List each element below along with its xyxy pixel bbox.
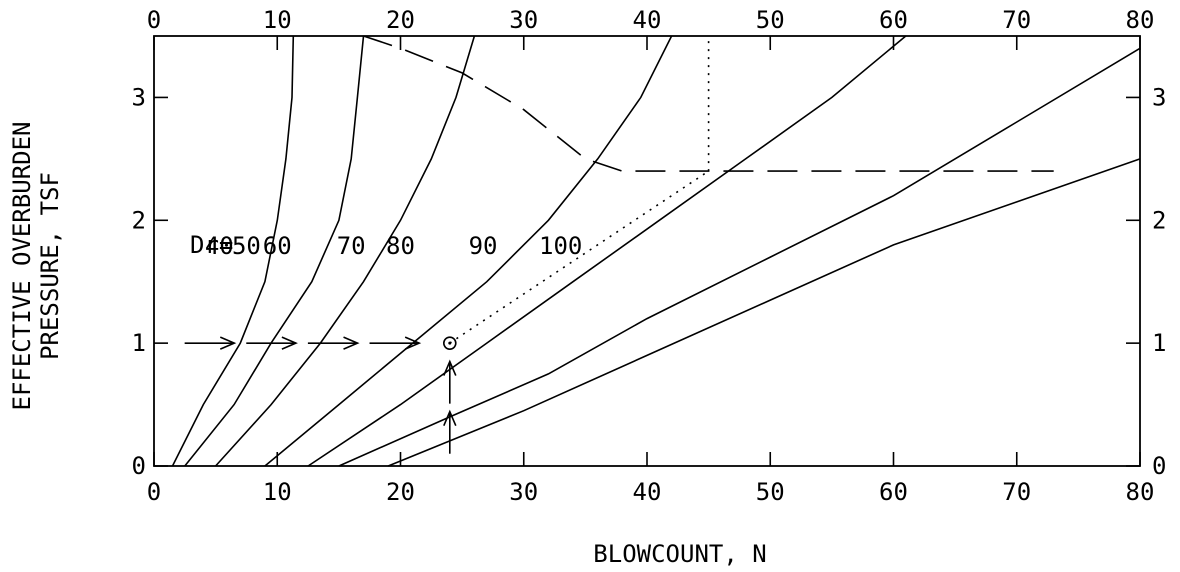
x-tick-label-bottom-50: 50 — [756, 478, 785, 506]
y-tick-label-right-0: 0 — [1152, 452, 1166, 480]
example-point-dot — [448, 341, 452, 345]
plot-frame — [153, 35, 1141, 467]
limit-dashed-line — [363, 35, 1054, 172]
worked-example — [184, 36, 710, 454]
curve-dr-90 — [338, 47, 1141, 467]
y-tick-label-left-2: 2 — [132, 206, 146, 234]
example-up-arrow-head-1 — [443, 409, 457, 426]
y-axis-label-line-1: EFFECTIVE OVERBURDEN — [8, 122, 36, 411]
x-tick-label-top-0: 0 — [147, 6, 161, 34]
example-arrow-head-2 — [281, 336, 298, 350]
example-point-circle — [442, 336, 457, 350]
example-arrow-head-4 — [404, 336, 422, 350]
x-axis-label: BLOWCOUNT, N — [593, 540, 766, 568]
x-tick-label-top-50: 50 — [756, 6, 785, 34]
y-tick-label-left-0: 0 — [132, 452, 146, 480]
x-tick-label-bottom-20: 20 — [386, 478, 415, 506]
density-curves — [171, 35, 1141, 467]
axis-ticks — [153, 36, 1141, 467]
y-axis-label: EFFECTIVE OVERBURDEN PRESSURE, TSF — [8, 122, 64, 411]
x-tick-label-bottom-0: 0 — [147, 478, 161, 506]
dr-label-60: 60 — [263, 232, 292, 260]
x-tick-label-top-60: 60 — [879, 6, 908, 34]
x-tick-label-bottom-10: 10 — [263, 478, 292, 506]
y-tick-label-right-2: 2 — [1152, 206, 1166, 234]
x-tick-label-bottom-70: 70 — [1002, 478, 1031, 506]
y-tick-label-right-3: 3 — [1152, 83, 1166, 111]
dr-label-40: 40 — [205, 232, 234, 260]
curve-dr-70 — [264, 35, 673, 467]
y-tick-label-left-3: 3 — [132, 83, 146, 111]
dr-label-70: 70 — [337, 232, 366, 260]
y-tick-labels: 0 0 1 1 2 2 3 3 — [132, 83, 1167, 480]
curve-dr-60 — [215, 35, 476, 467]
x-tick-label-top-70: 70 — [1002, 6, 1031, 34]
x-tick-label-bottom-80: 80 — [1126, 478, 1155, 506]
example-arrow-head-3 — [343, 336, 360, 350]
limit-curve — [363, 35, 1054, 172]
x-tick-label-bottom-60: 60 — [879, 478, 908, 506]
x-tick-label-top-10: 10 — [263, 6, 292, 34]
dr-label-80: 80 — [386, 232, 415, 260]
x-tick-label-bottom-30: 30 — [509, 478, 538, 506]
y-tick-label-left-1: 1 — [132, 329, 146, 357]
curve-dr-40 — [171, 35, 295, 467]
x-tick-label-top-40: 40 — [633, 6, 662, 34]
dr-legend-prefix: Dr= — [190, 231, 233, 259]
curve-dr-100 — [387, 158, 1141, 467]
curve-dr-50 — [184, 35, 365, 467]
dr-label-100: 100 — [539, 232, 582, 260]
example-up-arrow-head-2 — [443, 359, 457, 376]
y-tick-label-right-1: 1 — [1152, 329, 1166, 357]
example-arrow-head-1 — [219, 336, 237, 350]
y-axis-label-line-2: PRESSURE, TSF — [36, 172, 64, 360]
x-tick-label-top-80: 80 — [1126, 6, 1155, 34]
dr-label-90: 90 — [469, 232, 498, 260]
curve-dr-80 — [307, 35, 907, 467]
dr-label-50: 50 — [232, 232, 261, 260]
x-tick-label-top-20: 20 — [386, 6, 415, 34]
x-tick-label-top-30: 30 — [509, 6, 538, 34]
x-tick-label-bottom-40: 40 — [633, 478, 662, 506]
